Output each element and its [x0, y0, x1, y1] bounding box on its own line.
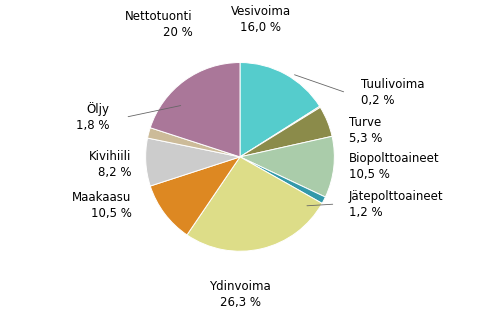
Wedge shape	[240, 63, 320, 157]
Wedge shape	[240, 106, 320, 157]
Text: Biopolttoaineet
10,5 %: Biopolttoaineet 10,5 %	[348, 152, 439, 181]
Text: Maakaasu
10,5 %: Maakaasu 10,5 %	[72, 192, 132, 220]
Wedge shape	[240, 136, 335, 197]
Text: Nettotuonti
20 %: Nettotuonti 20 %	[125, 10, 193, 39]
Wedge shape	[150, 63, 240, 157]
Wedge shape	[187, 157, 322, 251]
Text: Turve
5,3 %: Turve 5,3 %	[348, 116, 382, 145]
Wedge shape	[240, 157, 325, 203]
Text: Ydinvoima
26,3 %: Ydinvoima 26,3 %	[209, 280, 271, 309]
Wedge shape	[240, 107, 332, 157]
Text: Tuulivoima
0,2 %: Tuulivoima 0,2 %	[361, 78, 424, 107]
Text: Öljy
1,8 %: Öljy 1,8 %	[76, 102, 110, 132]
Wedge shape	[147, 128, 240, 157]
Text: Vesivoima
16,0 %: Vesivoima 16,0 %	[231, 5, 291, 34]
Wedge shape	[145, 138, 240, 186]
Wedge shape	[150, 157, 240, 235]
Text: Kivihiili
8,2 %: Kivihiili 8,2 %	[89, 150, 132, 179]
Text: Jätepolttoaineet
1,2 %: Jätepolttoaineet 1,2 %	[348, 190, 443, 218]
